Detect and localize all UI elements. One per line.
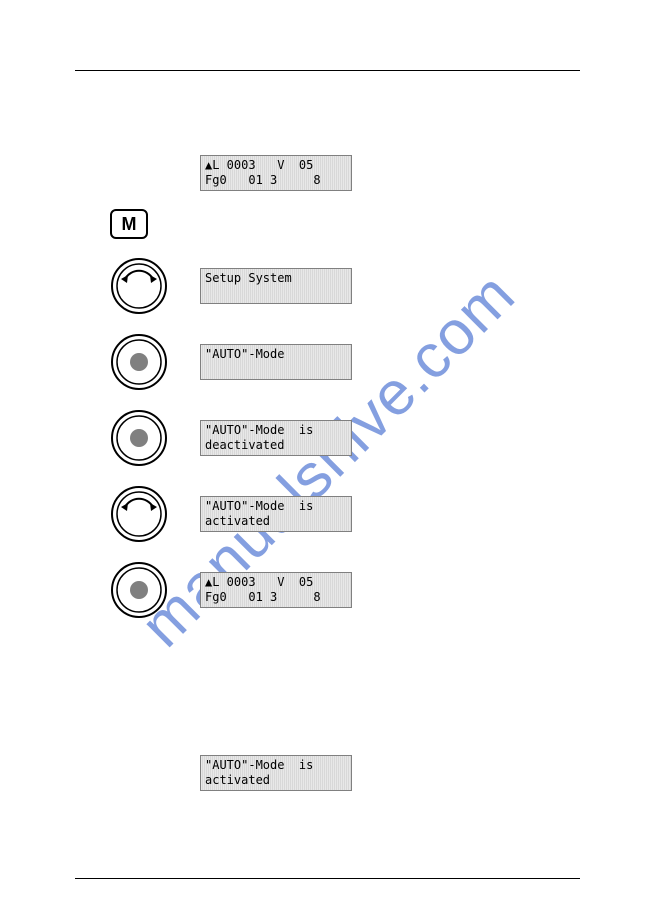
lcd-display: "AUTO"-Mode: [200, 344, 352, 380]
step-row: ▲L 0003 V 05 Fg0 01 3 8: [110, 561, 352, 619]
lcd-line1: "AUTO"-Mode is: [205, 758, 347, 773]
dial-rotate-icon: [110, 485, 168, 543]
m-button-label: M: [122, 214, 137, 235]
page-border-top: [75, 70, 580, 71]
lcd-line1: ▲L 0003 V 05: [205, 158, 347, 173]
lcd-display: "AUTO"-Mode is activated: [200, 755, 352, 791]
lcd-line2: [205, 286, 347, 301]
lcd-display: ▲L 0003 V 05 Fg0 01 3 8: [200, 572, 352, 608]
lcd-line2: activated: [205, 773, 347, 788]
lcd-display: "AUTO"-Mode is deactivated: [200, 420, 352, 456]
bottom-lcd-section: "AUTO"-Mode is activated: [200, 755, 352, 791]
lcd-line1: ▲L 0003 V 05: [205, 575, 347, 590]
step-row: "AUTO"-Mode: [110, 333, 352, 391]
step-row: ▲L 0003 V 05 Fg0 01 3 8: [110, 155, 352, 191]
m-button-icon: M: [110, 209, 148, 239]
lcd-line1: "AUTO"-Mode: [205, 347, 347, 362]
lcd-line2: deactivated: [205, 438, 347, 453]
page-border-bottom: [75, 878, 580, 879]
lcd-line1: "AUTO"-Mode is: [205, 499, 347, 514]
dial-press-icon: [110, 561, 168, 619]
instruction-steps: ▲L 0003 V 05 Fg0 01 3 8 M Setup System: [110, 155, 352, 637]
lcd-line2: [205, 362, 347, 377]
lcd-line2: Fg0 01 3 8: [205, 590, 347, 605]
lcd-line1: Setup System: [205, 271, 347, 286]
step-row: Setup System: [110, 257, 352, 315]
lcd-line2: activated: [205, 514, 347, 529]
step-row: "AUTO"-Mode is deactivated: [110, 409, 352, 467]
dial-press-icon: [110, 333, 168, 391]
dial-rotate-icon: [110, 257, 168, 315]
lcd-line1: "AUTO"-Mode is: [205, 423, 347, 438]
dial-press-icon: [110, 409, 168, 467]
step-row: M: [110, 209, 352, 239]
step-row: "AUTO"-Mode is activated: [110, 485, 352, 543]
lcd-display: ▲L 0003 V 05 Fg0 01 3 8: [200, 155, 352, 191]
lcd-display: Setup System: [200, 268, 352, 304]
lcd-display: "AUTO"-Mode is activated: [200, 496, 352, 532]
lcd-line2: Fg0 01 3 8: [205, 173, 347, 188]
